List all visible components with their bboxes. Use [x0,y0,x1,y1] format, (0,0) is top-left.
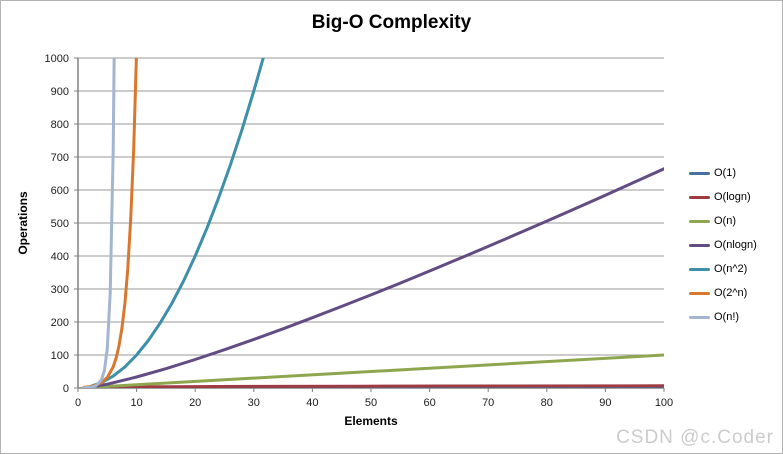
legend-label: O(n) [714,215,736,227]
legend-swatch [689,195,710,199]
series-line-2 [82,353,664,388]
legend-item: O(logn) [689,185,757,209]
y-tick-label: 0 [63,383,69,395]
x-tick-label: 90 [599,397,611,409]
legend-swatch [689,219,710,223]
legend-label: O(2^n) [714,287,748,299]
legend-label: O(n^2) [714,263,748,275]
legend-swatch [689,315,710,319]
series-line-3 [82,167,664,388]
legend: O(1) O(logn) O(n) O(nlogn) O(n^2) O(2^n) O(n!) [689,161,757,329]
x-tick-label: 70 [482,397,494,409]
x-tick-label: 80 [541,397,553,409]
x-axis-title: Elements [344,414,398,428]
legend-label: O(logn) [714,191,751,203]
y-axis-title: Operations [16,191,30,255]
x-tick-label: 50 [365,397,377,409]
series-line-6 [82,58,116,388]
legend-swatch [689,291,710,295]
legend-item: O(n) [689,209,757,233]
y-tick-label: 1000 [45,53,69,65]
watermark: CSDN @c.Coder [616,427,774,448]
legend-label: O(n!) [714,311,740,323]
series-line-4 [82,58,265,388]
y-tick-label: 600 [51,185,69,197]
legend-item: O(1) [689,161,757,185]
legend-item: O(2^n) [689,281,757,305]
y-tick-label: 400 [51,251,69,263]
x-tick-label: 10 [130,397,142,409]
x-tick-label: 60 [423,397,435,409]
x-tick-label: 0 [75,397,81,409]
y-tick-label: 800 [51,119,69,131]
x-tick-label: 20 [189,397,201,409]
y-tick-label: 300 [51,284,69,296]
y-tick-label: 500 [51,218,69,230]
legend-label: O(nlogn) [714,239,757,251]
legend-swatch [689,267,710,271]
x-tick-label: 40 [306,397,318,409]
legend-label: O(1) [714,167,736,179]
legend-swatch [689,171,710,175]
legend-item: O(n^2) [689,257,757,281]
legend-item: O(n!) [689,305,757,329]
y-tick-label: 200 [51,317,69,329]
x-tick-label: 30 [248,397,260,409]
y-tick-label: 100 [51,350,69,362]
legend-swatch [689,243,710,247]
y-tick-label: 700 [51,152,69,164]
chart-title: Big-O Complexity [311,12,472,33]
y-tick-label: 900 [51,86,69,98]
legend-item: O(nlogn) [689,233,757,257]
x-tick-label: 100 [655,397,673,409]
